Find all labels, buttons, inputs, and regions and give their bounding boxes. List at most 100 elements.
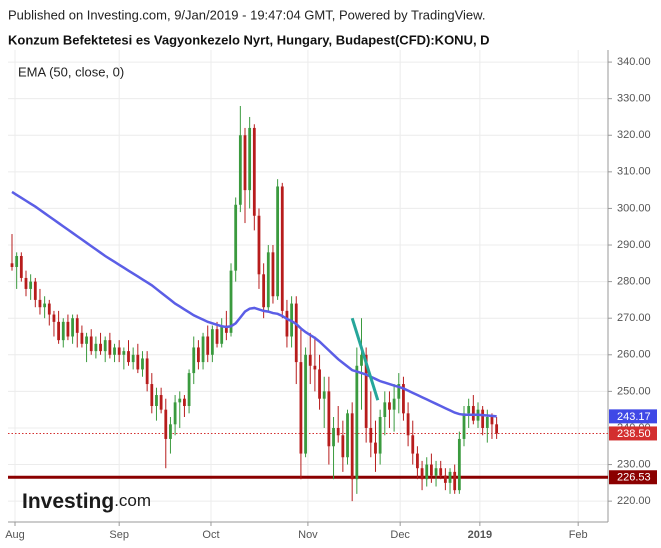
candle-body	[411, 435, 415, 454]
candle-body	[448, 471, 452, 483]
candle-body	[43, 303, 47, 308]
candle-body	[341, 435, 345, 458]
x-tick-label: Aug	[5, 529, 25, 541]
price-label: 238.50	[617, 428, 651, 440]
candle-body	[210, 329, 214, 355]
candle-body	[369, 427, 373, 443]
candle-body	[425, 464, 429, 480]
candle-body	[33, 281, 37, 300]
candle-body	[108, 340, 112, 355]
candle-body	[471, 406, 475, 421]
candle-body	[47, 303, 51, 315]
candle-body	[15, 255, 19, 267]
candle-body	[192, 347, 196, 374]
y-tick-label: 270.00	[617, 312, 651, 324]
candle-body	[141, 358, 144, 370]
candle-body	[169, 424, 172, 439]
logo: Investing.com	[22, 490, 151, 513]
candle-body	[429, 464, 433, 476]
logo-suffix: .com	[114, 491, 151, 510]
candle-body	[434, 468, 438, 476]
published-note: Published on Investing.com, 9/Jan/2019 -…	[8, 7, 485, 22]
indicator-label: EMA (50, close, 0)	[18, 64, 124, 79]
candle-body	[485, 416, 489, 428]
chart-title: Konzum Befektetesi es Vagyonkezelo Nyrt,…	[8, 32, 490, 47]
candle-body	[145, 358, 149, 385]
candle-body	[350, 413, 354, 480]
candle-body	[57, 321, 61, 341]
candle-body	[117, 347, 121, 355]
candle-body	[336, 427, 340, 436]
candle-body	[308, 354, 312, 366]
candle-body	[215, 329, 219, 344]
candle-body	[360, 354, 363, 366]
candle-body	[299, 362, 303, 454]
candle-body	[392, 398, 396, 410]
candle-body	[285, 310, 289, 337]
candle-body	[257, 215, 261, 275]
candle-body	[383, 402, 387, 417]
candle-body	[159, 395, 163, 410]
candle-body	[276, 186, 280, 297]
candle-body	[122, 351, 126, 355]
y-tick-label: 320.00	[617, 129, 651, 141]
y-tick-label: 290.00	[617, 239, 651, 251]
candle-body	[99, 343, 102, 352]
candle-body	[304, 354, 307, 454]
candle-body	[224, 325, 228, 333]
candle-body	[318, 369, 321, 399]
candle-body	[10, 263, 14, 267]
y-tick-label: 300.00	[617, 202, 651, 214]
candle-body	[439, 468, 443, 476]
candle-body	[243, 135, 247, 191]
candle-body	[113, 347, 116, 355]
candle-body	[229, 270, 233, 333]
candle-body	[443, 475, 447, 483]
candle-body	[24, 277, 28, 289]
price-label-box	[609, 426, 657, 441]
candle-body	[173, 402, 177, 425]
candle-body	[453, 471, 457, 491]
candle-body	[271, 252, 275, 297]
y-tick-label: 230.00	[617, 458, 651, 470]
candle-body	[420, 468, 424, 480]
ema-line	[11, 190, 497, 418]
y-tick-label: 220.00	[617, 495, 651, 507]
y-tick-label: 310.00	[617, 166, 651, 178]
candle-body	[490, 416, 494, 425]
candle-body	[80, 332, 84, 344]
candle-body	[131, 354, 135, 363]
candle-body	[52, 314, 56, 322]
candle-body	[75, 318, 79, 333]
candle-body	[332, 427, 335, 447]
candle-body	[252, 127, 256, 216]
price-label-box	[609, 409, 657, 424]
candle-body	[66, 321, 70, 337]
candle-body	[127, 351, 130, 363]
candle-body	[457, 438, 461, 491]
candle-body	[103, 340, 107, 352]
candle-body	[327, 391, 331, 447]
candle-body	[402, 384, 405, 414]
candle-body	[94, 343, 98, 352]
candle-body	[220, 325, 224, 344]
candle-body	[155, 395, 158, 407]
y-tick-label: 280.00	[617, 276, 651, 288]
candle-body	[19, 255, 23, 278]
x-tick-label: Oct	[202, 529, 219, 541]
price-label: 243.17	[617, 411, 651, 423]
candle-body	[183, 398, 186, 407]
candle-body	[462, 413, 466, 439]
candle-body	[378, 416, 382, 454]
candle-body	[150, 384, 154, 407]
y-tick-label: 260.00	[617, 349, 651, 361]
candle-body	[85, 336, 88, 344]
candle-body	[322, 391, 326, 399]
candle-body	[294, 303, 298, 363]
candle-body	[238, 135, 242, 205]
price-label-box	[609, 470, 657, 485]
candle-body	[406, 413, 410, 436]
candle-body	[206, 336, 210, 355]
